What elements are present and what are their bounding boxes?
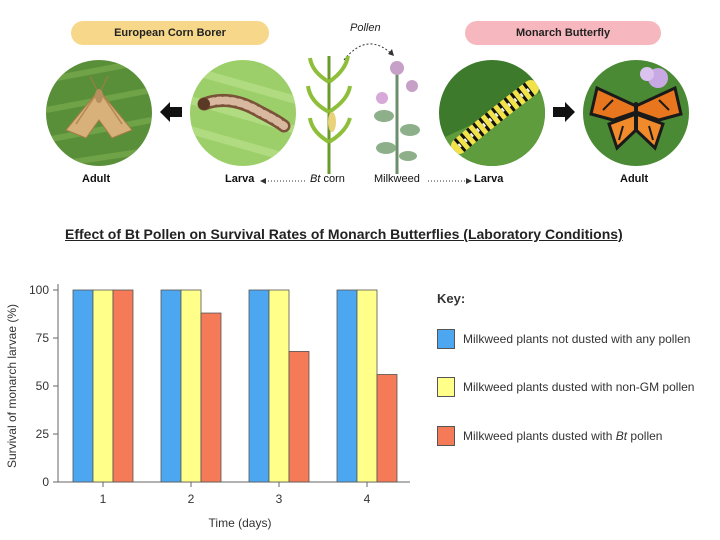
x-axis-label: Time (days)	[209, 516, 272, 530]
bar	[160, 289, 182, 483]
y-tick-label: 25	[36, 427, 50, 441]
bar	[248, 289, 270, 483]
x-tick-label: 1	[100, 492, 107, 506]
monarch-butterfly-header: Monarch Butterfly	[465, 21, 661, 45]
bar	[92, 289, 114, 483]
y-tick-label: 50	[36, 379, 50, 393]
monarch-larva-image	[439, 60, 545, 166]
bar	[200, 312, 222, 483]
bar	[112, 289, 134, 483]
x-tick-label: 2	[188, 492, 195, 506]
key-label-prefix: Milkweed plants dusted with	[463, 429, 616, 443]
x-tick-label: 3	[276, 492, 283, 506]
y-tick-label: 75	[36, 331, 50, 345]
bar-chart: 0 25 50 75 100 1 2 3 4 Time (days) Survival of mon…	[5, 283, 410, 530]
bar	[180, 289, 202, 483]
bar	[268, 289, 290, 483]
corn-borer-larva-image	[190, 60, 296, 166]
arrow-right-icon	[553, 102, 575, 122]
adult-right-label: Adult	[620, 173, 649, 185]
larva-right-label: Larva	[474, 173, 504, 185]
bar	[376, 374, 398, 483]
milkweed-plant-icon	[374, 61, 420, 174]
key-label: Milkweed plants not dusted with any poll…	[463, 332, 691, 346]
key-swatch-orange	[437, 426, 455, 446]
larva-left-label: Larva	[225, 173, 255, 185]
pollen-arrow-icon	[343, 43, 395, 61]
pollen-label: Pollen	[350, 22, 381, 34]
x-tick-label: 4	[364, 492, 371, 506]
bt-italic-text: Bt	[310, 173, 321, 185]
key-label: Milkweed plants dusted with non-GM polle…	[463, 380, 695, 394]
chart-title: Effect of Bt Pollen on Survival Rates of…	[65, 226, 623, 242]
bar	[288, 351, 310, 483]
dotted-arrow-left-icon	[260, 178, 306, 184]
monarch-butterfly-image	[583, 60, 689, 166]
key-swatch-blue	[437, 329, 455, 349]
key-label: Milkweed plants dusted with Bt pollen	[463, 429, 662, 443]
european-corn-borer-header: European Corn Borer	[71, 21, 269, 45]
adult-left-label: Adult	[82, 173, 111, 185]
corn-text: corn	[320, 173, 345, 185]
y-tick-label: 100	[29, 283, 49, 297]
dotted-arrow-right-icon	[428, 178, 472, 184]
y-tick-label: 0	[42, 475, 49, 489]
corn-borer-adult-image	[46, 60, 152, 166]
key-label-italic: Bt	[615, 429, 628, 443]
bt-corn-label: Bt corn	[310, 173, 345, 185]
milkweed-label: Milkweed	[374, 173, 420, 185]
key-swatch-yellow	[437, 377, 455, 397]
bt-corn-plant-icon	[306, 55, 352, 174]
arrow-left-icon	[160, 102, 182, 122]
bar	[356, 289, 378, 483]
key-label-suffix: pollen	[627, 429, 663, 443]
key-title: Key:	[437, 291, 466, 306]
y-axis-label: Survival of monarch larvae (%)	[5, 304, 19, 468]
bar	[336, 289, 358, 483]
bar	[72, 289, 94, 483]
